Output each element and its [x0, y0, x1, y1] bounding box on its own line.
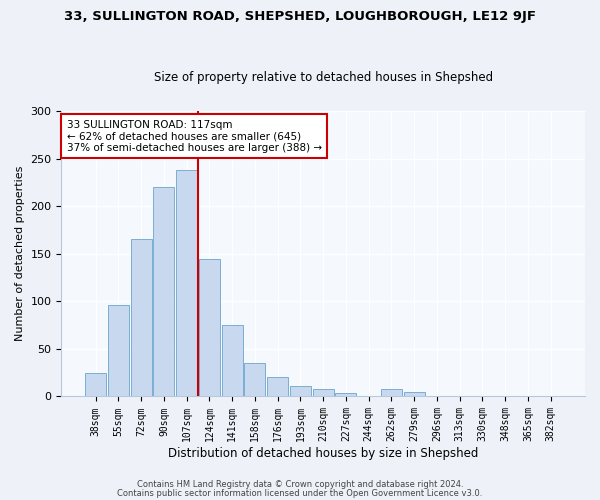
- Bar: [290, 386, 311, 396]
- Bar: [108, 305, 129, 396]
- Text: Contains public sector information licensed under the Open Government Licence v3: Contains public sector information licen…: [118, 489, 482, 498]
- Text: 33, SULLINGTON ROAD, SHEPSHED, LOUGHBOROUGH, LE12 9JF: 33, SULLINGTON ROAD, SHEPSHED, LOUGHBORO…: [64, 10, 536, 23]
- Title: Size of property relative to detached houses in Shepshed: Size of property relative to detached ho…: [154, 70, 493, 84]
- Bar: [313, 389, 334, 396]
- Text: 33 SULLINGTON ROAD: 117sqm
← 62% of detached houses are smaller (645)
37% of sem: 33 SULLINGTON ROAD: 117sqm ← 62% of deta…: [67, 120, 322, 153]
- Bar: [154, 187, 175, 396]
- Bar: [199, 258, 220, 396]
- Bar: [244, 363, 265, 396]
- Bar: [85, 372, 106, 396]
- Bar: [404, 392, 425, 396]
- Text: Contains HM Land Registry data © Crown copyright and database right 2024.: Contains HM Land Registry data © Crown c…: [137, 480, 463, 489]
- Bar: [176, 170, 197, 396]
- Bar: [131, 240, 152, 396]
- Bar: [381, 389, 402, 396]
- X-axis label: Distribution of detached houses by size in Shepshed: Distribution of detached houses by size …: [168, 447, 478, 460]
- Bar: [335, 392, 356, 396]
- Y-axis label: Number of detached properties: Number of detached properties: [15, 166, 25, 342]
- Bar: [267, 378, 288, 396]
- Bar: [222, 325, 242, 396]
